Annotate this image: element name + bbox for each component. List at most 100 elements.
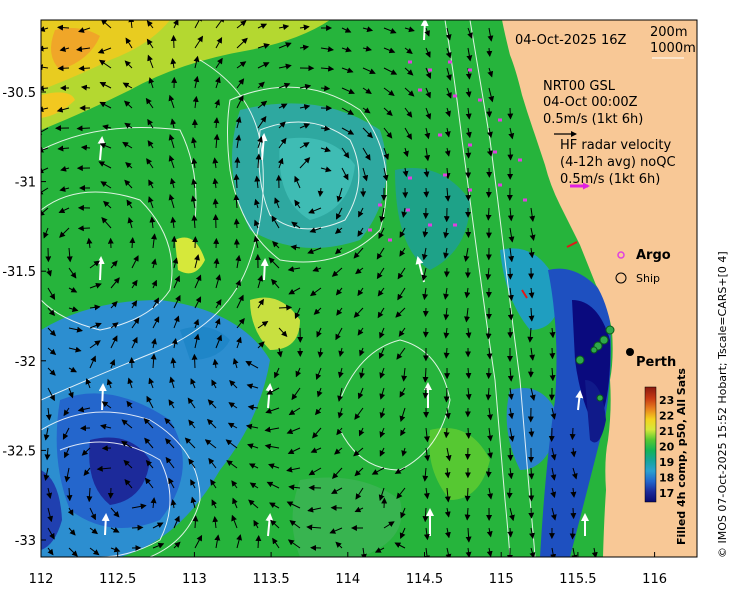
- velocity-vector: [378, 487, 385, 501]
- colorbar-tick-label: 17: [659, 487, 674, 500]
- velocity-vector: [507, 307, 514, 321]
- velocity-vector: [444, 407, 451, 420]
- velocity-vector: [43, 467, 50, 481]
- colorbar-tick-label: 22: [659, 410, 674, 423]
- argo-float: [406, 208, 410, 212]
- velocity-vector: [215, 274, 222, 289]
- velocity-vector: [68, 527, 76, 536]
- velocity-vector: [362, 147, 371, 161]
- velocity-vector: [41, 45, 49, 52]
- velocity-vector: [102, 124, 112, 131]
- velocity-vector: [254, 219, 260, 229]
- velocity-vector: [383, 67, 398, 75]
- velocity-vector: [248, 499, 259, 509]
- velocity-vector: [317, 347, 324, 358]
- velocity-vector: [47, 287, 56, 300]
- velocity-vector: [211, 499, 218, 509]
- velocity-vector: [122, 82, 133, 89]
- velocity-vector: [508, 127, 515, 140]
- velocity-vector: [274, 367, 280, 379]
- velocity-vector: [152, 316, 160, 329]
- velocity-vector: [487, 427, 493, 442]
- argo-float: [468, 68, 472, 72]
- lon-tick-label: 115.5: [559, 572, 596, 587]
- velocity-vector: [173, 541, 181, 549]
- velocity-vector: [487, 407, 493, 421]
- velocity-vector: [41, 167, 49, 174]
- velocity-vector: [168, 134, 175, 149]
- velocity-vector: [194, 20, 202, 29]
- velocity-vector: [107, 487, 114, 499]
- velocity-vector: [278, 63, 292, 70]
- velocity-vector: [320, 146, 331, 153]
- velocity-vector: [485, 207, 492, 221]
- velocity-vector: [445, 547, 452, 557]
- velocity-vector: [47, 347, 57, 356]
- velocity-vector: [124, 479, 133, 489]
- velocity-vector: [144, 477, 154, 489]
- velocity-vector: [151, 233, 157, 249]
- velocity-vector: [190, 195, 197, 209]
- lon-tick-label: 112: [29, 572, 54, 587]
- velocity-vector: [80, 144, 91, 151]
- velocity-vector: [570, 507, 577, 520]
- velocity-vector: [341, 167, 349, 181]
- velocity-vector: [507, 387, 514, 400]
- velocity-vector: [591, 547, 598, 557]
- velocity-vector: [47, 307, 56, 317]
- velocity-vector: [66, 247, 73, 263]
- velocity-vector: [399, 247, 406, 257]
- argo-float: [438, 133, 442, 137]
- velocity-vector: [528, 247, 535, 259]
- velocity-vector: [272, 537, 280, 549]
- velocity-vector: [68, 306, 79, 312]
- velocity-vector: [47, 547, 54, 556]
- velocity-vector: [257, 275, 264, 289]
- velocity-vector: [152, 297, 159, 309]
- velocity-vector: [194, 296, 202, 309]
- velocity-vector: [56, 106, 70, 113]
- velocity-vector: [188, 419, 196, 429]
- velocity-vector: [299, 157, 311, 169]
- velocity-vector: [362, 67, 376, 75]
- velocity-vector: [508, 407, 514, 420]
- velocity-vector: [68, 346, 82, 353]
- velocity-vector: [398, 327, 406, 337]
- velocity-vector: [466, 47, 473, 62]
- velocity-vector: [423, 527, 430, 541]
- velocity-vector: [98, 59, 112, 69]
- velocity-vector: [362, 26, 374, 33]
- velocity-vector: [173, 515, 180, 529]
- argo-float: [478, 98, 482, 102]
- velocity-vector: [485, 387, 492, 401]
- velocity-vector: [76, 125, 91, 132]
- velocity-vector: [264, 443, 280, 450]
- velocity-vector: [287, 447, 301, 455]
- velocity-vector: [225, 439, 238, 449]
- velocity-vector: [152, 522, 164, 529]
- velocity-vector: [377, 287, 385, 297]
- velocity-vector: [508, 427, 515, 442]
- velocity-vector: [299, 104, 311, 110]
- velocity-vector: [294, 307, 301, 320]
- velocity-vector: [194, 274, 202, 289]
- velocity-vector: [320, 85, 331, 92]
- velocity-vector: [194, 35, 204, 49]
- velocity-vector: [41, 207, 49, 217]
- velocity-vector: [508, 227, 515, 243]
- velocity-vector: [445, 447, 452, 462]
- colorbar-tick-label: 23: [659, 394, 674, 407]
- velocity-vector: [257, 100, 268, 109]
- velocity-vector: [213, 257, 220, 269]
- velocity-vector: [193, 318, 200, 329]
- velocity-vector: [43, 427, 50, 441]
- velocity-vector: [228, 402, 238, 409]
- velocity-vector: [550, 467, 557, 481]
- velocity-vector: [443, 247, 449, 259]
- velocity-vector: [486, 347, 493, 360]
- velocity-vector: [359, 347, 365, 357]
- velocity-vector: [212, 516, 219, 529]
- velocity-vector: [383, 127, 393, 139]
- ship-track: [575, 325, 615, 402]
- velocity-vector: [150, 353, 157, 369]
